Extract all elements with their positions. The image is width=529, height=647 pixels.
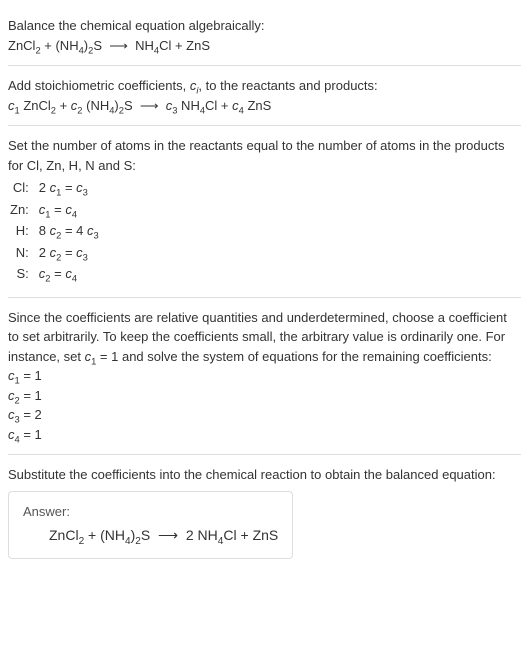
divider-1: [8, 65, 521, 66]
coef-line: c4 = 1: [8, 425, 521, 445]
answer-box: Answer: ZnCl2 + (NH4)2S ⟶ 2 NH4Cl + ZnS: [8, 491, 293, 560]
stoich-equation: c1 ZnCl2 + c2 (NH4)2S ⟶ c3 NH4Cl + c4 Zn…: [8, 96, 521, 116]
coef-line: c3 = 2: [8, 405, 521, 425]
divider-4: [8, 454, 521, 455]
coef-results: c1 = 1c2 = 1c3 = 2c4 = 1: [8, 366, 521, 444]
atom-equation-row: Cl: 2 c1 = c3: [8, 177, 105, 199]
title-line: Balance the chemical equation algebraica…: [8, 16, 521, 36]
coef-line: c2 = 1: [8, 386, 521, 406]
element-label: N:: [8, 242, 37, 264]
atom-equations-table: Cl: 2 c1 = c3 Zn: c1 = c4 H: 8 c2 = 4 c3…: [8, 177, 105, 285]
coef-line: c1 = 1: [8, 366, 521, 386]
answer-equation: ZnCl2 + (NH4)2S ⟶ 2 NH4Cl + ZnS: [23, 525, 278, 546]
element-equation: c1 = c4: [37, 199, 105, 221]
stoich-section: Add stoichiometric coefficients, ci, to …: [8, 68, 521, 123]
element-equation: 8 c2 = 4 c3: [37, 220, 105, 242]
answer-section: Substitute the coefficients into the che…: [8, 457, 521, 567]
element-equation: 2 c1 = c3: [37, 177, 105, 199]
divider-3: [8, 297, 521, 298]
atom-equation-row: H: 8 c2 = 4 c3: [8, 220, 105, 242]
choose-intro: Since the coefficients are relative quan…: [8, 308, 521, 367]
atom-equation-row: Zn: c1 = c4: [8, 199, 105, 221]
element-label: Cl:: [8, 177, 37, 199]
element-equation: c2 = c4: [37, 263, 105, 285]
original-equation: ZnCl2 + (NH4)2S ⟶ NH4Cl + ZnS: [8, 36, 521, 56]
intro-section: Balance the chemical equation algebraica…: [8, 8, 521, 63]
divider-2: [8, 125, 521, 126]
element-label: S:: [8, 263, 37, 285]
atoms-intro: Set the number of atoms in the reactants…: [8, 136, 521, 175]
element-label: H:: [8, 220, 37, 242]
stoich-intro: Add stoichiometric coefficients, ci, to …: [8, 76, 521, 96]
choose-section: Since the coefficients are relative quan…: [8, 300, 521, 453]
atoms-section: Set the number of atoms in the reactants…: [8, 128, 521, 295]
element-equation: 2 c2 = c3: [37, 242, 105, 264]
element-label: Zn:: [8, 199, 37, 221]
atom-equations-body: Cl: 2 c1 = c3 Zn: c1 = c4 H: 8 c2 = 4 c3…: [8, 177, 105, 285]
substitute-intro: Substitute the coefficients into the che…: [8, 465, 521, 485]
answer-label: Answer:: [23, 502, 278, 522]
atom-equation-row: N: 2 c2 = c3: [8, 242, 105, 264]
atom-equation-row: S: c2 = c4: [8, 263, 105, 285]
